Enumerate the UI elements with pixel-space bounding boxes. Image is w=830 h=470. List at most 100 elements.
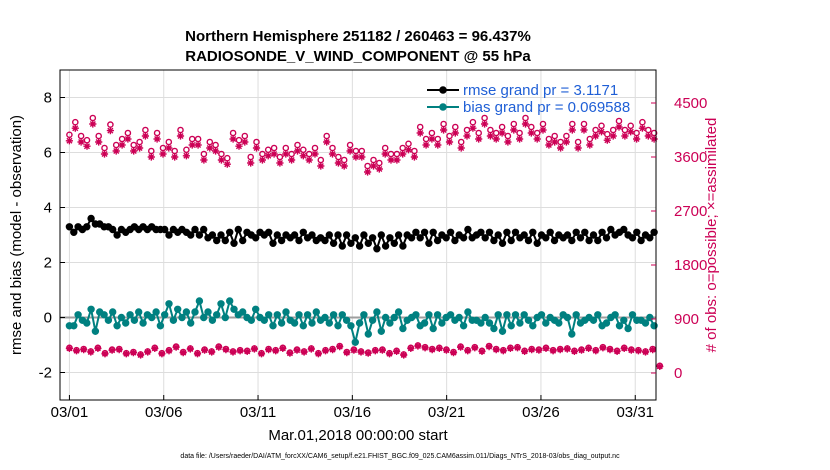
bias-point: [537, 311, 546, 319]
bias-point: [230, 305, 238, 313]
rmse-point: [477, 228, 485, 237]
obs-assimilated-point: [557, 144, 565, 152]
obs-assimilated-point: [644, 132, 652, 140]
rmse-point: [65, 223, 74, 231]
bias-point: [342, 316, 351, 324]
obs-assimilated-point: [94, 344, 102, 352]
obs-assimilated-point: [129, 349, 137, 357]
obs-possible-point: [446, 132, 453, 140]
legend-marker: [439, 103, 447, 111]
bias-point: [161, 311, 169, 319]
rmse-point: [459, 234, 468, 242]
obs-assimilated-point: [528, 346, 536, 354]
bias-point: [490, 324, 498, 333]
obs-assimilated-point: [549, 347, 557, 355]
rmse-point: [394, 231, 403, 239]
obs-assimilated-point: [241, 138, 249, 146]
obs-possible-point: [639, 118, 646, 126]
rmse-point: [87, 214, 95, 223]
rmse-point: [308, 231, 316, 239]
bias-point: [87, 305, 95, 313]
y-tick-label: 6: [44, 145, 52, 162]
bias-point: [282, 308, 290, 316]
chart-marks: [60, 114, 664, 370]
obs-assimilated-point: [471, 344, 479, 352]
obs-assimilated-point: [504, 138, 512, 146]
rmse-point: [429, 228, 437, 237]
obs-possible-point: [516, 129, 523, 137]
obs-assimilated-point: [321, 347, 330, 355]
rmse-point: [550, 236, 559, 245]
obs-assimilated-point: [613, 347, 621, 355]
rmse-point: [113, 231, 121, 239]
obs-assimilated-point: [597, 128, 606, 136]
rmse-point: [494, 231, 502, 239]
bias-point: [542, 319, 550, 327]
obs-possible-point: [136, 138, 143, 146]
bias-point: [130, 316, 139, 324]
obs-assimilated-point: [416, 129, 424, 137]
obs-assimilated-point: [122, 350, 130, 358]
obs-assimilated-point: [562, 138, 570, 146]
obs-assimilated-point: [270, 150, 278, 158]
bias-point: [325, 319, 333, 327]
obs-possible-point: [183, 146, 190, 154]
bias-point: [174, 305, 182, 313]
obs-assimilated-point: [385, 350, 394, 358]
bias-point: [347, 322, 355, 330]
obs-assimilated-point: [236, 347, 244, 355]
obs-assimilated-point: [633, 135, 641, 143]
obs-assimilated-point: [434, 141, 442, 149]
rmse-point: [386, 234, 394, 242]
obs-assimilated-point: [649, 346, 657, 354]
rmse-point: [165, 231, 173, 239]
rmse-point: [511, 228, 520, 237]
obs-assimilated-point: [352, 153, 360, 161]
obs-assimilated-point: [77, 138, 85, 146]
obs-possible-point: [282, 144, 290, 152]
bias-point: [299, 322, 307, 330]
obs-assimilated-point: [272, 347, 280, 355]
bias-point: [113, 322, 121, 330]
rmse-point: [451, 236, 459, 245]
obs-assimilated-point: [516, 135, 524, 143]
obs-assimilated-point: [147, 153, 155, 161]
rmse-point: [83, 223, 91, 231]
bias-point: [70, 322, 78, 330]
obs-assimilated-point: [650, 135, 658, 143]
obs-assimilated-point: [265, 346, 273, 354]
obs-assimilated-point: [112, 147, 120, 155]
rmse-point: [481, 234, 489, 242]
rmse-point: [581, 228, 589, 237]
rmse-point: [524, 236, 533, 245]
obs-possible-point: [235, 136, 243, 144]
rmse-point: [321, 236, 329, 245]
bias-point: [516, 319, 524, 327]
obs-possible-point: [475, 129, 483, 137]
obs-possible-point: [434, 135, 442, 143]
obs-possible-point: [159, 144, 167, 152]
obs-assimilated-point: [252, 144, 261, 152]
obs-assimilated-point: [317, 162, 325, 170]
bias-point: [277, 319, 286, 327]
obs-possible-point: [299, 146, 307, 154]
obs-assimilated-point: [80, 346, 88, 354]
rmse-point: [446, 228, 455, 237]
obs-possible-point: [107, 121, 114, 128]
obs-assimilated-point: [65, 344, 73, 352]
obs-possible-point: [77, 132, 85, 140]
bias-point: [364, 330, 372, 338]
obs-assimilated-point: [627, 346, 635, 354]
rmse-point: [585, 236, 593, 245]
obs-assimilated-point: [250, 345, 258, 353]
bias-point: [373, 308, 381, 316]
obs-possible-point: [177, 126, 184, 134]
obs-possible-point: [580, 120, 588, 128]
obs-possible-point: [241, 132, 249, 140]
obs-assimilated-point: [641, 348, 650, 356]
obs-assimilated-point: [288, 156, 296, 164]
bias-point: [329, 311, 338, 319]
x-tick-label: 03/16: [334, 404, 372, 421]
obs-assimilated-point: [293, 147, 302, 155]
